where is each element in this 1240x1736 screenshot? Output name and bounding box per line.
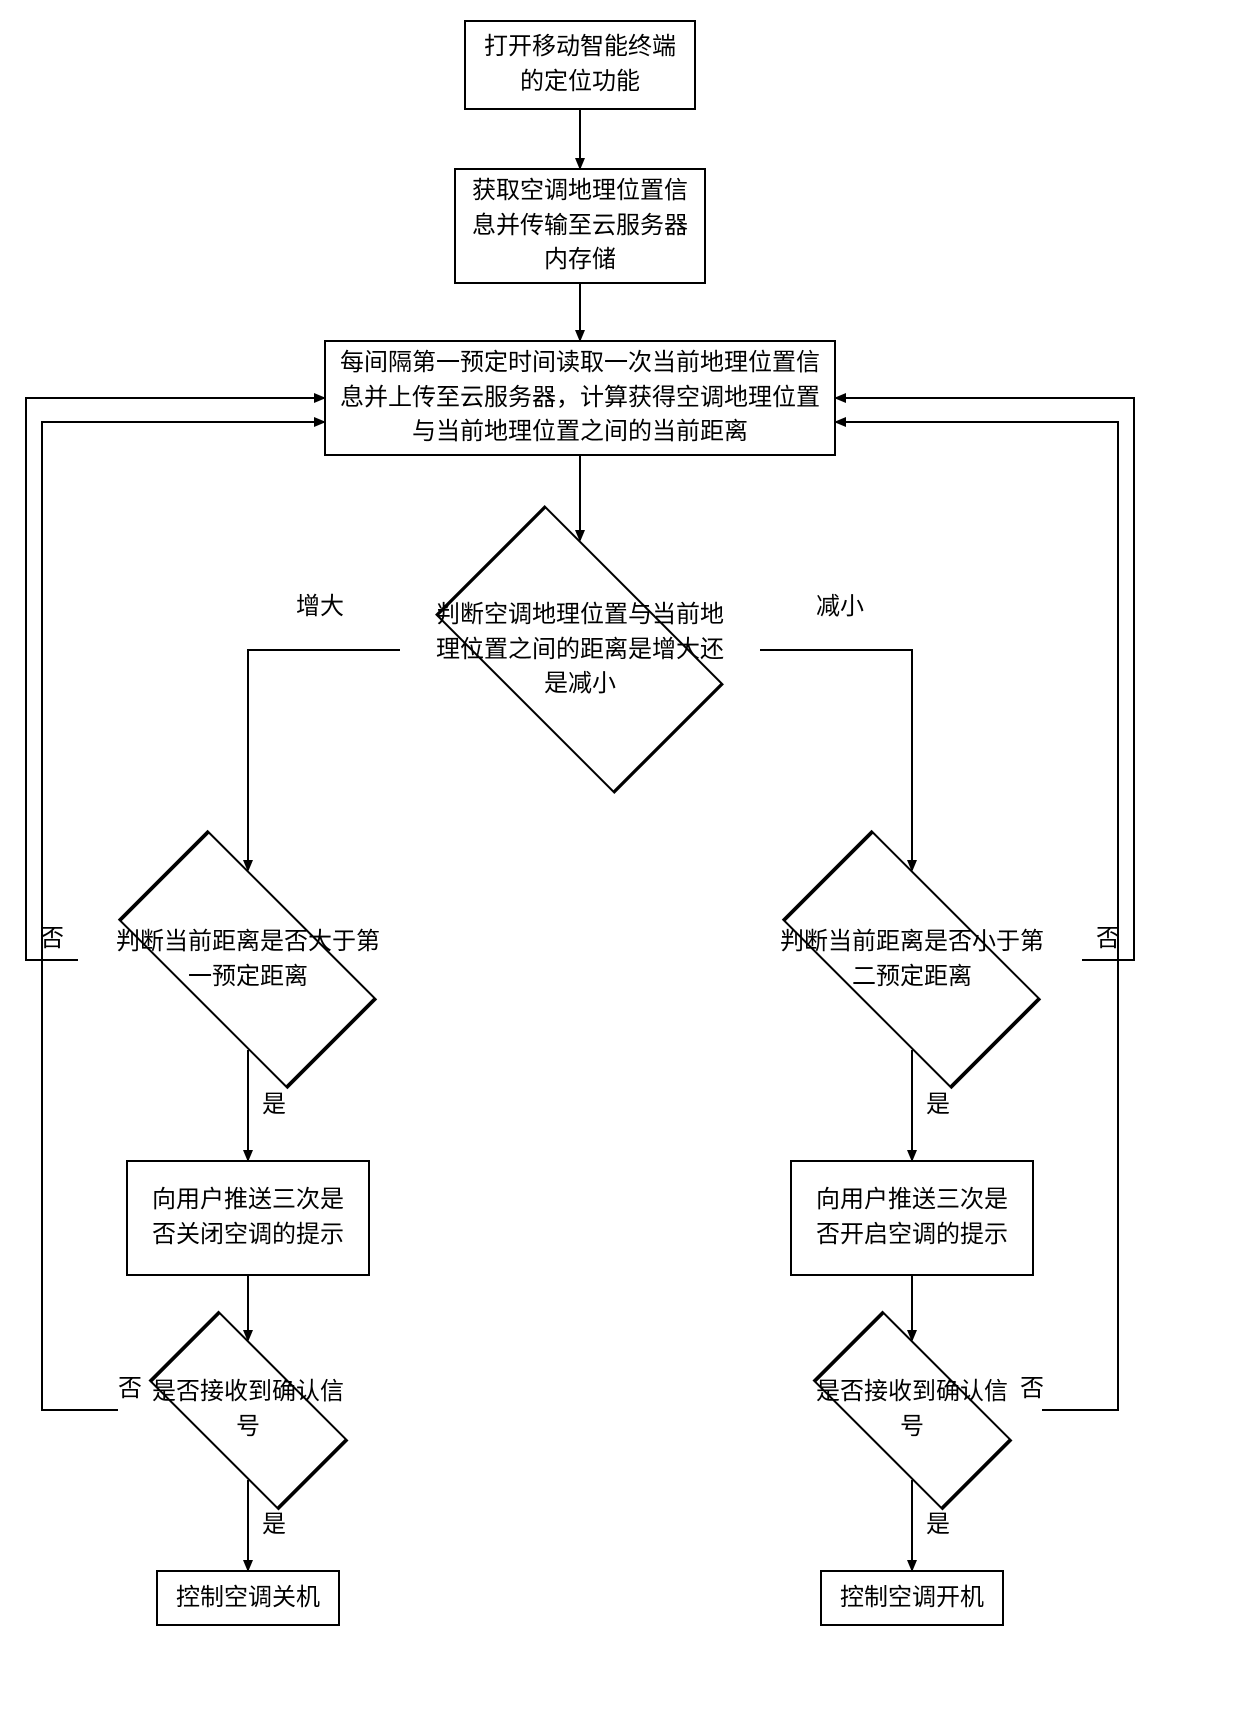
label-d5-no: 否 xyxy=(1020,1368,1044,1403)
node-ac-on: 控制空调开机 xyxy=(820,1570,1004,1626)
label-d5-yes: 是 xyxy=(926,1504,950,1539)
node-text: 向用户推送三次是否关闭空调的提示 xyxy=(142,1183,354,1253)
node-text: 是否接收到确认信号 xyxy=(808,1375,1016,1445)
label-text: 增大 xyxy=(296,594,344,620)
node-text: 每间隔第一预定时间读取一次当前地理位置信息并上传至云服务器，计算获得空调地理位置… xyxy=(340,346,820,450)
label-text: 否 xyxy=(1096,926,1120,952)
label-text: 是 xyxy=(926,1512,950,1538)
node-text: 判断当前距离是否小于第二预定距离 xyxy=(772,925,1052,995)
label-text: 减小 xyxy=(816,594,864,620)
node-text: 获取空调地理位置信息并传输至云服务器内存储 xyxy=(470,174,690,278)
node-interval-read: 每间隔第一预定时间读取一次当前地理位置信息并上传至云服务器，计算获得空调地理位置… xyxy=(324,340,836,456)
label-text: 否 xyxy=(40,926,64,952)
node-ac-off: 控制空调关机 xyxy=(156,1570,340,1626)
label-d3-no: 否 xyxy=(1096,918,1120,953)
label-d2-yes: 是 xyxy=(262,1084,286,1119)
decision-confirm-right: 是否接收到确认信号 xyxy=(782,1340,1042,1480)
node-get-ac-location: 获取空调地理位置信息并传输至云服务器内存储 xyxy=(454,168,706,284)
label-increase: 增大 xyxy=(296,586,344,621)
label-text: 是 xyxy=(926,1092,950,1118)
label-d4-yes: 是 xyxy=(262,1504,286,1539)
node-text: 向用户推送三次是否开启空调的提示 xyxy=(806,1183,1018,1253)
label-decrease: 减小 xyxy=(816,586,864,621)
edge xyxy=(248,650,400,870)
node-text: 判断当前距离是否大于第一预定距离 xyxy=(108,925,388,995)
label-text: 否 xyxy=(118,1376,142,1402)
node-open-location: 打开移动智能终端的定位功能 xyxy=(464,20,696,110)
label-text: 是 xyxy=(262,1092,286,1118)
label-d3-yes: 是 xyxy=(926,1084,950,1119)
decision-distance-change: 判断空调地理位置与当前地理位置之间的距离是增大还是减小 xyxy=(400,540,760,760)
node-push-close-prompt: 向用户推送三次是否关闭空调的提示 xyxy=(126,1160,370,1276)
node-text: 打开移动智能终端的定位功能 xyxy=(480,30,680,100)
decision-lt-second-distance: 判断当前距离是否小于第二预定距离 xyxy=(742,870,1082,1050)
label-d4-no: 否 xyxy=(118,1368,142,1403)
node-text: 是否接收到确认信号 xyxy=(144,1375,352,1445)
node-text: 控制空调开机 xyxy=(840,1581,984,1616)
node-text: 判断空调地理位置与当前地理位置之间的距离是增大还是减小 xyxy=(432,598,728,702)
decision-confirm-left: 是否接收到确认信号 xyxy=(118,1340,378,1480)
node-push-open-prompt: 向用户推送三次是否开启空调的提示 xyxy=(790,1160,1034,1276)
decision-gt-first-distance: 判断当前距离是否大于第一预定距离 xyxy=(78,870,418,1050)
edge xyxy=(760,650,912,870)
label-text: 是 xyxy=(262,1512,286,1538)
label-d2-no: 否 xyxy=(40,918,64,953)
node-text: 控制空调关机 xyxy=(176,1581,320,1616)
label-text: 否 xyxy=(1020,1376,1044,1402)
